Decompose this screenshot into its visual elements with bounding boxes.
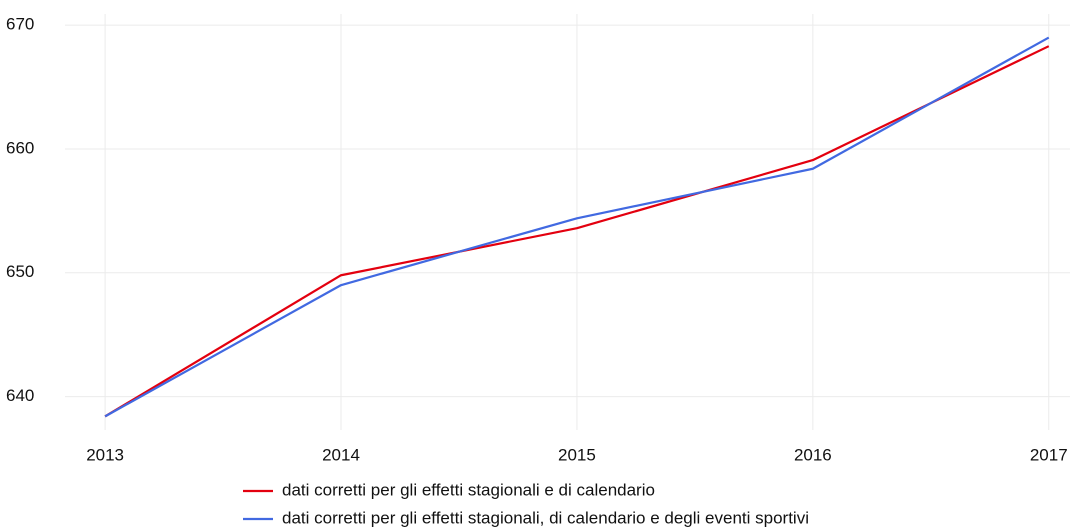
y-tick-label: 660 bbox=[6, 138, 34, 157]
series-line bbox=[104, 45, 1050, 418]
x-tick-label: 2013 bbox=[86, 445, 124, 464]
series-line bbox=[104, 36, 1050, 418]
x-tick-label: 2014 bbox=[322, 445, 360, 464]
y-tick-label: 640 bbox=[6, 386, 34, 405]
legend-label: dati corretti per gli effetti stagionali… bbox=[282, 480, 655, 499]
x-tick-label: 2015 bbox=[558, 445, 596, 464]
legend-label: dati corretti per gli effetti stagionali… bbox=[282, 508, 809, 527]
x-tick-label: 2017 bbox=[1030, 445, 1068, 464]
x-tick-label: 2016 bbox=[794, 445, 832, 464]
y-tick-label: 650 bbox=[6, 262, 34, 281]
y-tick-label: 670 bbox=[6, 15, 34, 34]
